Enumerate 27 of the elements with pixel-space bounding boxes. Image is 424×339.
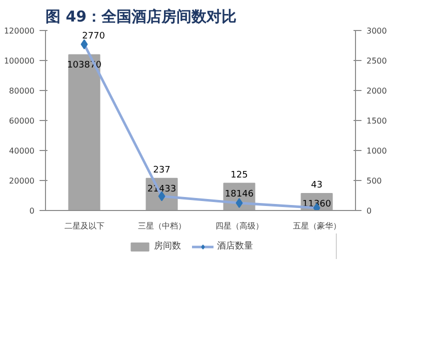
- y-tick-label: 120000: [4, 26, 35, 36]
- y-tick-label: 0: [29, 206, 35, 216]
- y2-tick-label: 2000: [366, 86, 387, 96]
- y2-tick-label: 1500: [366, 116, 387, 126]
- legend-label: 酒店数量: [217, 240, 253, 252]
- chart-title: 图 49：全国酒店房间数对比: [46, 8, 237, 26]
- bar: [68, 54, 100, 210]
- data-label: 43: [311, 180, 322, 190]
- data-label: 125: [230, 170, 248, 180]
- data-label: 237: [153, 165, 170, 176]
- x-tick-label: 四星（高级）: [215, 222, 264, 230]
- y2-tick-label: 0: [366, 206, 372, 216]
- y2-tick-label: 1000: [366, 146, 387, 156]
- x-tick-label: 五星（豪华）: [292, 222, 341, 230]
- y2-tick-label: 2500: [366, 56, 387, 66]
- y-tick-label: 100000: [4, 56, 35, 66]
- y2-tick-label: 500: [366, 176, 382, 186]
- x-tick-label: 三星（中档）: [138, 222, 186, 230]
- data-label: 2770: [82, 31, 106, 42]
- y-tick-label: 40000: [9, 146, 35, 156]
- legend-label: 房间数: [154, 240, 181, 252]
- y-tick-label: 60000: [9, 116, 35, 126]
- data-label: 18146: [224, 189, 254, 200]
- x-tick-label: 二星及以下: [64, 222, 104, 230]
- y-tick-label: 20000: [9, 176, 35, 186]
- y2-tick-label: 3000: [366, 26, 387, 36]
- y-tick-label: 80000: [9, 86, 35, 96]
